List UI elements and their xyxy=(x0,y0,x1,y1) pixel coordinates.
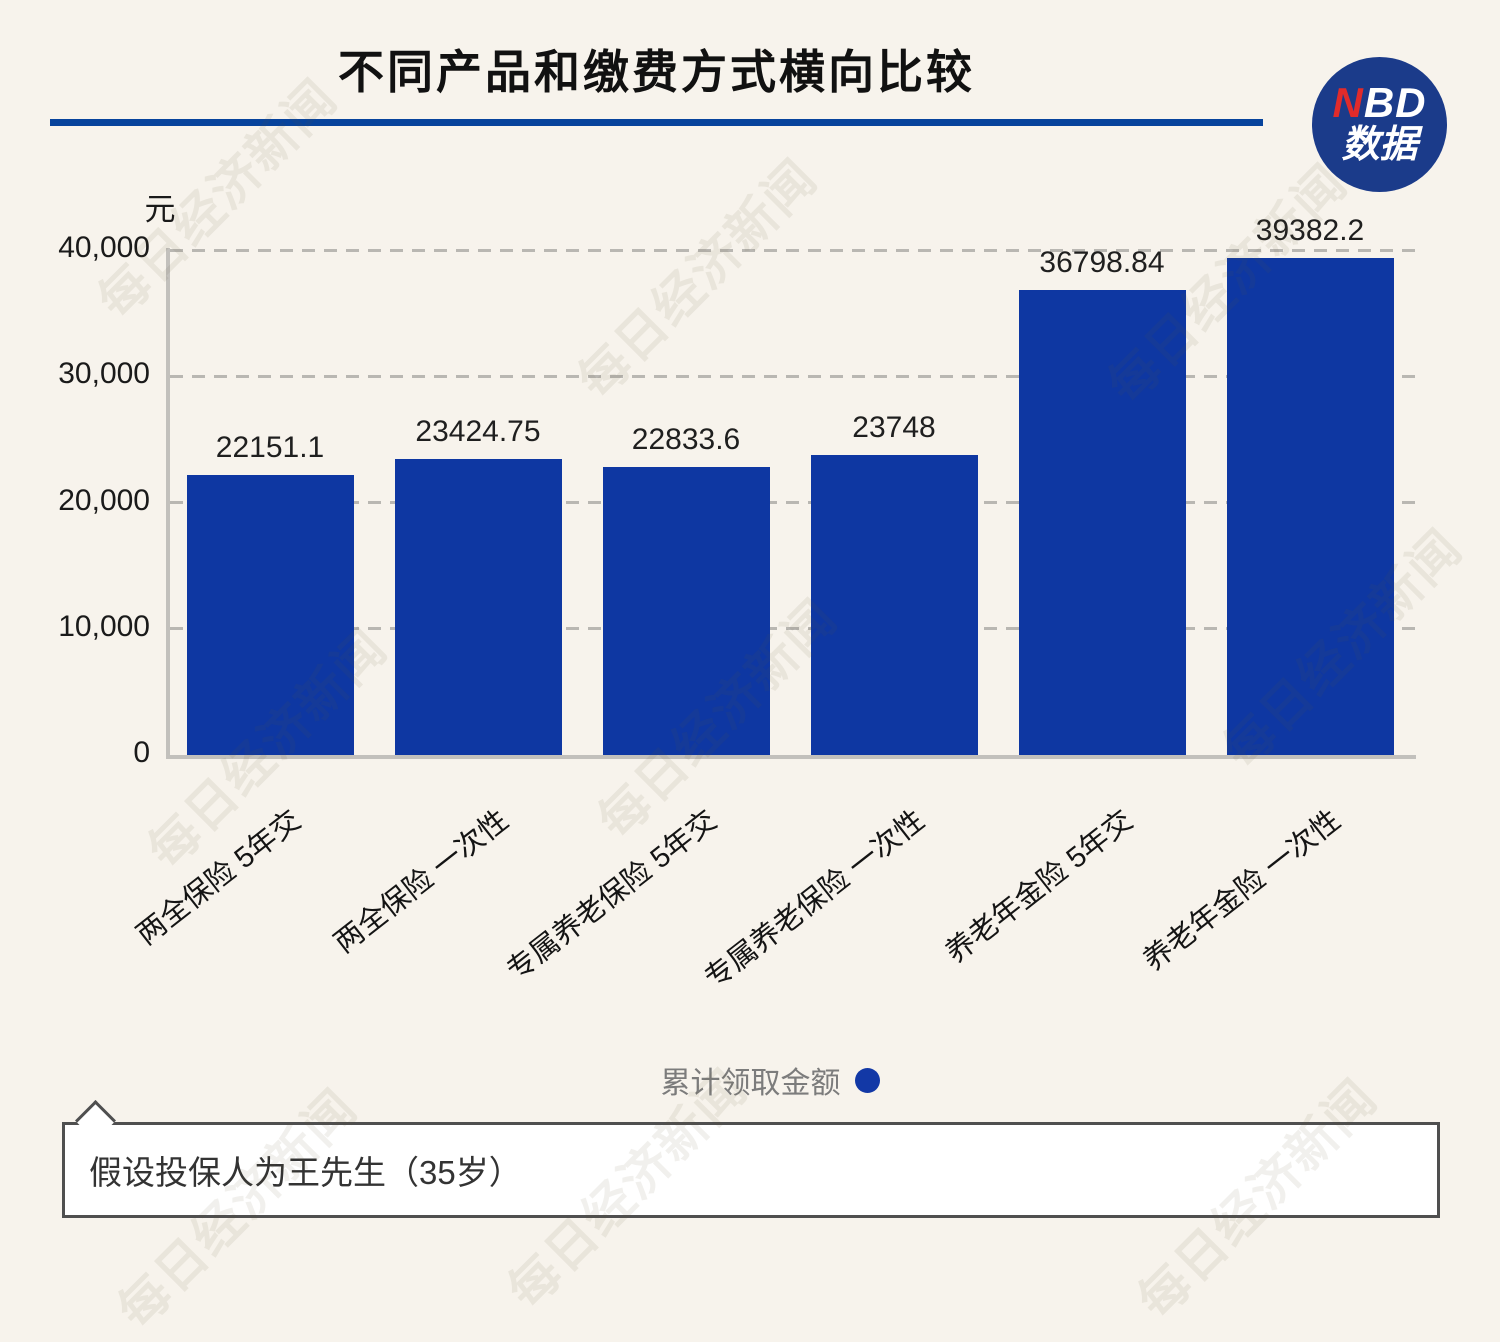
bar-4 xyxy=(810,455,978,755)
y-tick-label: 10,000 xyxy=(58,609,150,643)
bar-2 xyxy=(394,459,562,755)
y-tick-label: 0 xyxy=(133,736,150,769)
page-title: 不同产品和缴费方式横向比较 xyxy=(338,46,975,98)
x-tick-label: 专属养老保险 一次性 xyxy=(698,804,931,996)
x-tick-label: 专属养老保险 5年交 xyxy=(501,804,723,988)
x-tick-label: 两全保险 一次性 xyxy=(328,804,515,960)
bar-value-label: 22151.1 xyxy=(215,431,325,465)
chart-legend: 累计领取金额 xyxy=(0,1058,1500,1102)
bar-value-label: 36798.84 xyxy=(1039,246,1165,280)
nbd-logo-letter-n: N xyxy=(1332,78,1364,126)
bar-5 xyxy=(1018,290,1186,755)
gridline-40000 xyxy=(170,248,1416,252)
y-axis-line xyxy=(166,248,170,758)
nbd-logo-wordmark: NBD xyxy=(1332,78,1427,126)
y-tick-label: 30,000 xyxy=(58,357,150,391)
y-tick-label: 40,000 xyxy=(58,231,150,264)
y-axis-unit-label: 元 xyxy=(144,192,176,227)
bar-value-label: 23748 xyxy=(852,411,936,445)
nbd-logo-letters-bd: BD xyxy=(1363,78,1427,126)
gridline-30000 xyxy=(170,374,1416,378)
assumption-note-text: 假设投保人为王先生（35岁） xyxy=(89,1154,522,1191)
gridline-20000 xyxy=(170,501,1416,504)
x-axis-line xyxy=(166,755,1416,759)
x-tick-label: 两全保险 5年交 xyxy=(130,804,307,952)
bar-value-label: 39382.2 xyxy=(1255,213,1365,247)
watermark-text: 每日经济新闻 xyxy=(567,148,828,410)
bar-1 xyxy=(186,475,354,755)
gridline-10000 xyxy=(170,627,1416,631)
y-tick-label: 20,000 xyxy=(58,483,150,517)
legend-marker-dot xyxy=(854,1067,880,1093)
bar-6 xyxy=(1226,257,1394,755)
x-tick-label: 养老年金险 5年交 xyxy=(939,804,1139,970)
bar-value-label: 23424.75 xyxy=(415,415,541,449)
bar-3 xyxy=(602,466,770,755)
title-underline-rule xyxy=(50,119,1263,126)
x-tick-label: 养老年金险 一次性 xyxy=(1137,804,1347,978)
legend-series-label: 累计领取金额 xyxy=(660,1067,841,1100)
bar-value-label: 22833.6 xyxy=(631,422,741,456)
nbd-logo-subtitle: 数据 xyxy=(1341,123,1418,166)
assumption-note-box: 假设投保人为王先生（35岁） xyxy=(62,1122,1440,1218)
nbd-logo: NBD 数据 xyxy=(1312,57,1447,192)
